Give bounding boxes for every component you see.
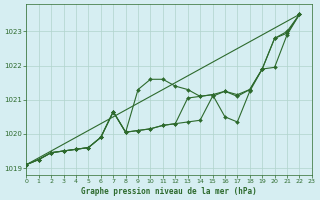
X-axis label: Graphe pression niveau de la mer (hPa): Graphe pression niveau de la mer (hPa) xyxy=(81,187,257,196)
